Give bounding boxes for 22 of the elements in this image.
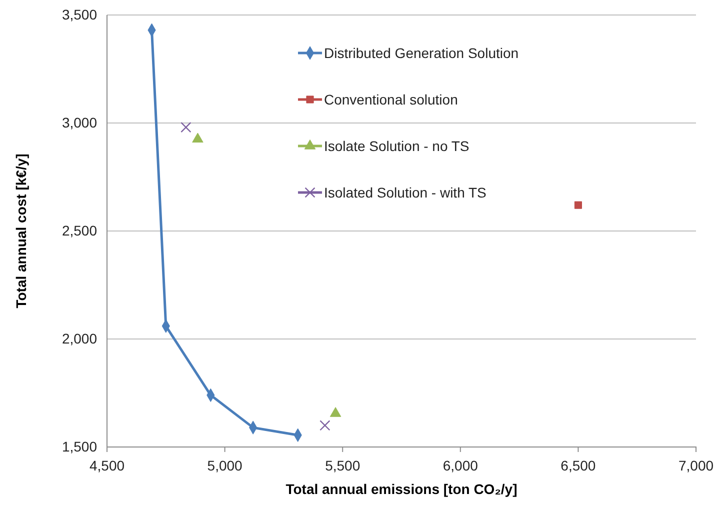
y-tick-label: 2,500 (62, 222, 98, 238)
y-tick-label: 3,500 (62, 6, 98, 22)
x-axis-title: Total annual emissions [ton CO₂/y] (286, 481, 518, 497)
y-tick-label: 2,000 (62, 330, 98, 346)
point (330, 407, 342, 417)
y-tick-label: 1,500 (62, 438, 98, 454)
legend-label: Isolated Solution - with TS (324, 184, 486, 200)
y-axis-title: Total annual cost [k€/y] (13, 154, 29, 308)
x-tick-label: 7,000 (678, 457, 714, 474)
point (180, 122, 192, 133)
x-tick-label: 6,000 (442, 457, 478, 474)
legend-label: Conventional solution (324, 92, 458, 108)
x-tick-label: 4,500 (89, 457, 125, 474)
point (192, 132, 204, 143)
legend-label: Isolate Solution - no TS (324, 138, 470, 154)
legend-label: Distributed Generation Solution (324, 45, 519, 61)
x-tick-label: 5,000 (207, 457, 243, 474)
point (574, 201, 582, 209)
x-tick-label: 6,500 (560, 457, 596, 474)
point (320, 420, 330, 431)
x-tick-label: 5,500 (325, 457, 360, 474)
y-tick-label: 3,000 (62, 114, 98, 130)
